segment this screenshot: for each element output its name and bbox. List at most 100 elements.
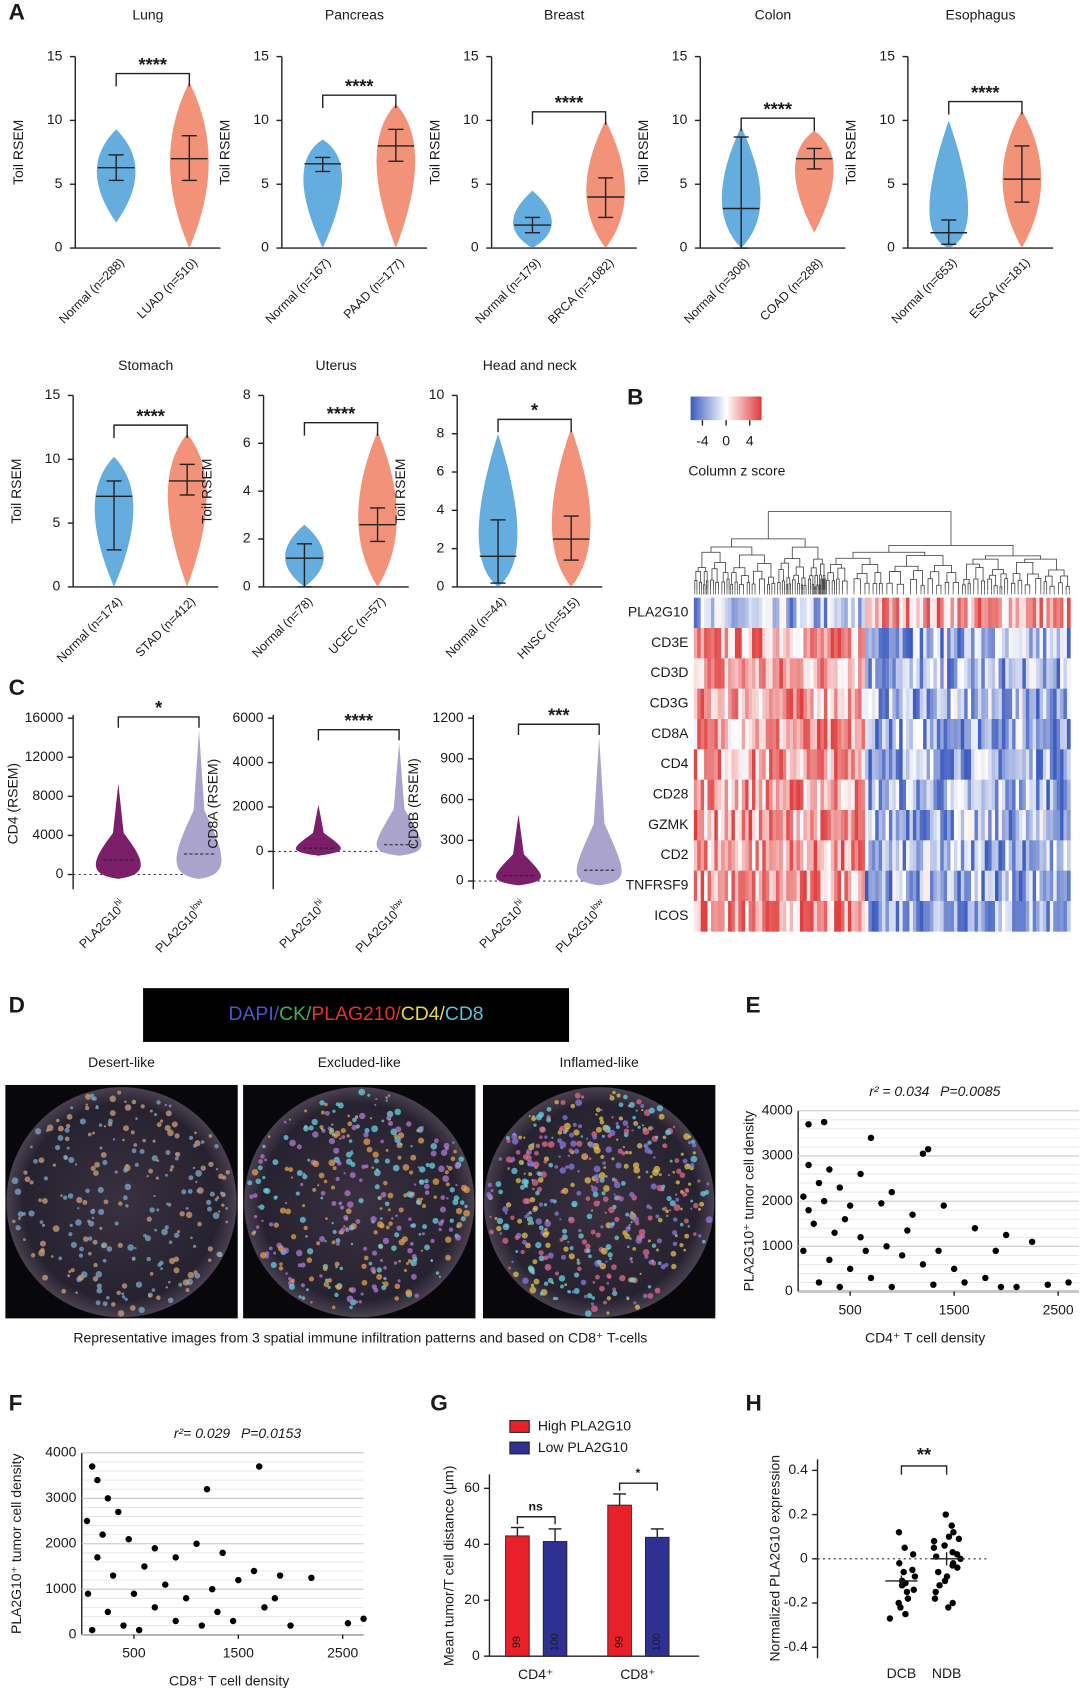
cell-speck xyxy=(299,1216,306,1223)
y-tick-label: 8000 xyxy=(32,787,63,803)
y-tick-label: 5 xyxy=(887,175,895,191)
dendrogram xyxy=(831,580,835,591)
heatmap-texture xyxy=(892,749,897,780)
heatmap-texture xyxy=(1039,597,1044,629)
heatmap-texture xyxy=(851,779,856,811)
cell-speck xyxy=(87,1236,93,1241)
cell-speck xyxy=(629,1237,632,1240)
heatmap-texture xyxy=(752,901,756,932)
cell-speck xyxy=(367,1093,371,1097)
heatmap-texture xyxy=(810,840,814,871)
heatmap-texture xyxy=(950,840,955,871)
cell-speck xyxy=(646,1204,651,1209)
heatmap-texture xyxy=(854,597,859,629)
cell-speck xyxy=(68,1156,75,1164)
point xyxy=(172,1554,179,1561)
cell-speck xyxy=(52,1163,57,1167)
heatmap-texture xyxy=(834,688,838,720)
cell-speck xyxy=(671,1263,677,1270)
heatmap-texture xyxy=(1029,628,1033,659)
cell-speck xyxy=(300,1262,306,1268)
cell-speck xyxy=(168,1104,172,1108)
group-label: PLA2G10low xyxy=(151,896,211,956)
heatmap-texture xyxy=(817,810,821,841)
heatmap-texture xyxy=(721,628,725,659)
cell-speck xyxy=(307,1158,311,1162)
panel-letter: F xyxy=(9,1390,23,1415)
heatmap-texture xyxy=(858,901,862,932)
cell-speck xyxy=(170,1165,175,1169)
heatmap-texture xyxy=(906,628,910,659)
heatmap-texture xyxy=(916,719,921,750)
cell-speck xyxy=(679,1242,684,1248)
heatmap-texture xyxy=(916,810,921,841)
heatmap-texture xyxy=(929,810,934,841)
heatmap-texture xyxy=(806,779,811,811)
cell-speck xyxy=(302,1204,306,1208)
group-label: PLA2G10low xyxy=(351,896,411,956)
cell-speck xyxy=(587,1141,595,1148)
cell-speck xyxy=(411,1223,417,1228)
group-label: PLA2G10hi xyxy=(74,896,129,951)
point xyxy=(805,1121,812,1128)
heatmap-texture xyxy=(919,597,924,629)
heatmap-texture xyxy=(892,597,897,629)
dendrogram xyxy=(967,582,971,591)
cell-speck xyxy=(689,1163,695,1169)
heatmap-texture xyxy=(923,719,927,750)
heatmap-texture xyxy=(772,870,777,902)
cell-speck xyxy=(359,1178,363,1182)
cell-speck xyxy=(561,1254,567,1260)
dendrogram xyxy=(706,580,709,591)
group-label: Normal (n=167) xyxy=(263,256,334,327)
heatmap-texture xyxy=(717,840,722,871)
dendrogram xyxy=(784,558,801,567)
cell-speck xyxy=(632,1115,636,1120)
cell-speck xyxy=(455,1234,462,1241)
cell-speck xyxy=(585,1137,589,1140)
group-label: Normal (n=653) xyxy=(889,256,960,327)
heatmap-texture xyxy=(851,901,856,932)
heatmap-texture xyxy=(724,597,729,629)
heatmap-texture xyxy=(769,810,773,841)
cell-speck xyxy=(539,1292,544,1296)
cell-speck xyxy=(361,1263,367,1269)
heatmap-texture xyxy=(919,688,924,720)
heatmap-texture xyxy=(840,658,845,689)
cell-speck xyxy=(249,1194,254,1199)
cell-speck xyxy=(387,1094,391,1097)
heatmap-texture xyxy=(803,597,808,629)
dendrogram xyxy=(795,566,804,578)
cell-speck xyxy=(90,1093,95,1098)
heatmap-texture xyxy=(916,688,921,720)
dendrogram xyxy=(972,558,999,570)
cell-speck xyxy=(165,1150,171,1155)
dendrogram xyxy=(801,577,806,586)
heatmap-texture xyxy=(1056,597,1061,629)
heatmap-texture xyxy=(1056,749,1061,780)
heatmap-texture xyxy=(710,628,715,659)
heatmap-texture xyxy=(1066,688,1071,720)
heatmap-texture xyxy=(820,749,825,780)
heatmap-texture xyxy=(810,628,814,659)
cell-speck xyxy=(645,1170,649,1174)
cell-speck xyxy=(339,1137,342,1140)
heatmap-texture xyxy=(765,810,770,841)
cell-speck xyxy=(453,1149,457,1154)
heatmap-texture xyxy=(1025,688,1030,720)
heatmap-texture xyxy=(1042,597,1047,629)
heatmap-texture xyxy=(775,840,780,871)
cell-speck xyxy=(581,1239,588,1245)
gene-label: GZMK xyxy=(648,816,689,832)
cell-speck xyxy=(363,1138,371,1146)
heatmap-texture xyxy=(868,628,873,659)
cell-speck xyxy=(290,1176,294,1179)
heatmap-texture xyxy=(755,901,760,932)
heatmap-texture xyxy=(1039,749,1044,780)
heatmap-texture xyxy=(1029,719,1033,750)
heatmap-texture xyxy=(892,901,897,932)
heatmap-texture xyxy=(786,779,790,811)
cell-speck xyxy=(665,1129,671,1136)
dendrogram xyxy=(999,586,1003,591)
cell-speck xyxy=(124,1183,132,1191)
